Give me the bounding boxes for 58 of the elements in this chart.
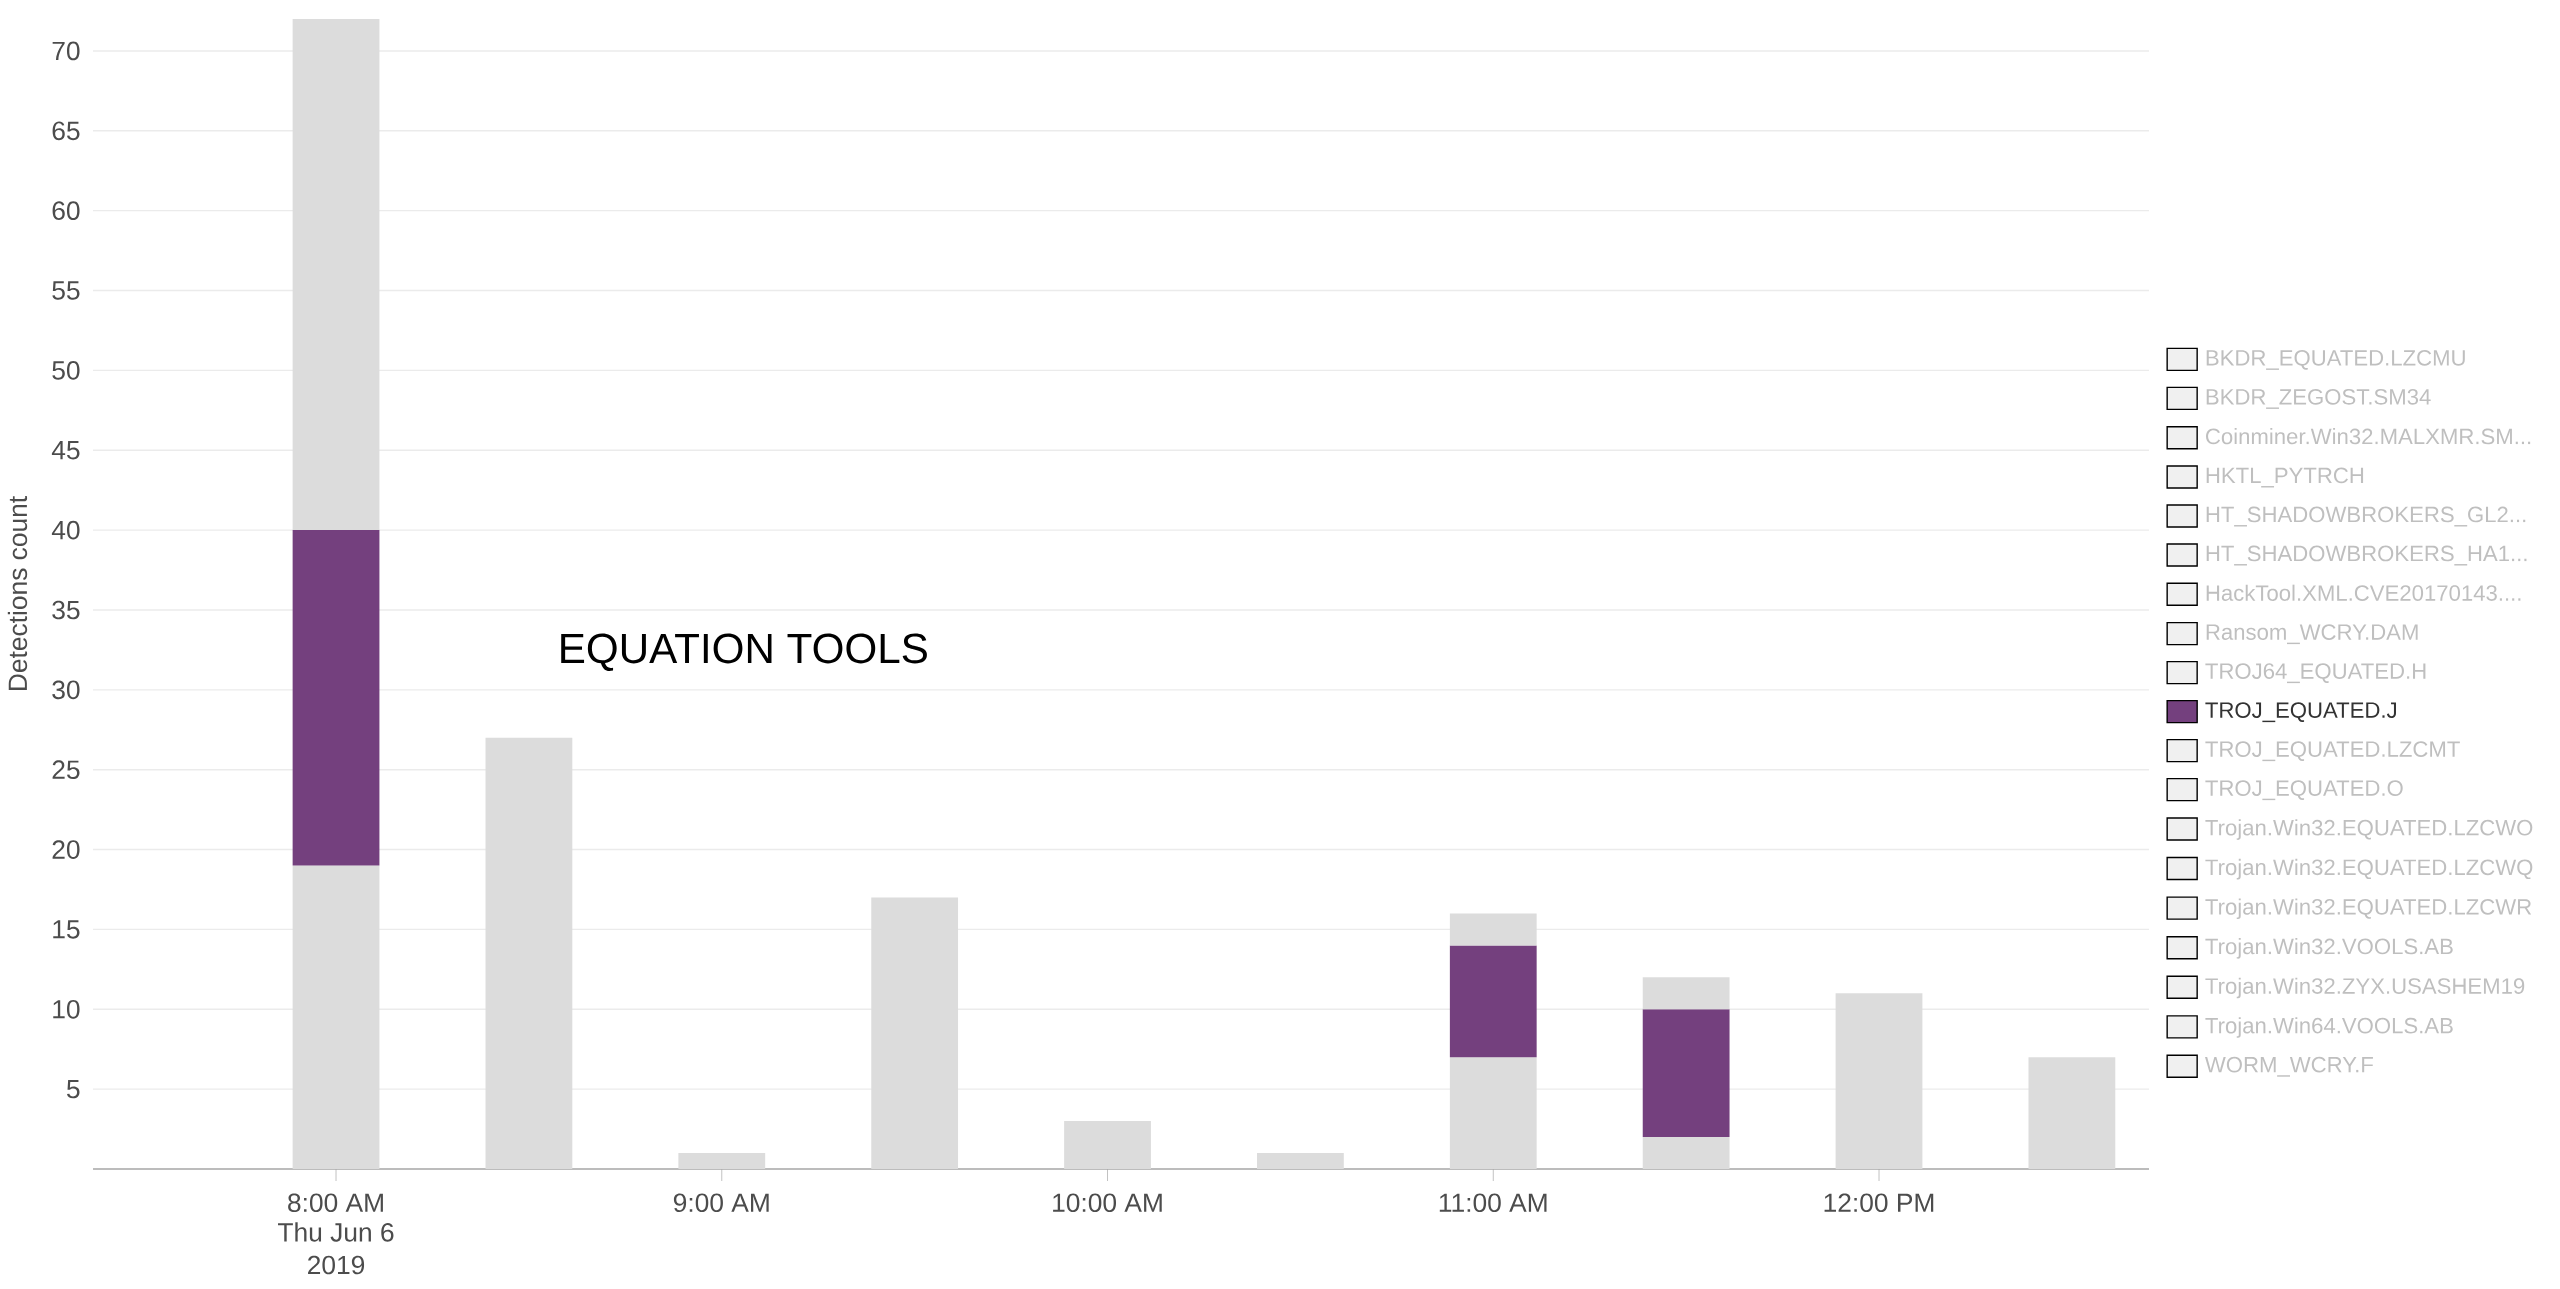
- y-tick-label: 25: [52, 760, 80, 780]
- annotation: EQUATION TOOLS: [561, 633, 927, 671]
- text: Thu Jun 6: [278, 1222, 394, 1242]
- y-tick-label: 55: [52, 281, 80, 300]
- y-tick-label: 10: [53, 999, 80, 1019]
- bar: [678, 1153, 766, 1169]
- legend-label: TROJ_EQUATED.LZCMT: [2205, 741, 2460, 762]
- y-tick-label: 65: [52, 121, 80, 141]
- bar: [2028, 1057, 2116, 1169]
- legend-label: Ransom_WCRY.DAM: [2206, 624, 2418, 645]
- bar: [1449, 913, 1537, 946]
- bar: [1835, 993, 1923, 1169]
- bar: [1064, 1121, 1151, 1169]
- y-axis-title: Detections count: [7, 496, 28, 691]
- legend-label: WORM_WCRY.F: [2205, 1056, 2373, 1077]
- legend-label: Trojan.Win64.VOOLS.AB: [2205, 1017, 2453, 1038]
- bar: [1449, 945, 1537, 1058]
- legend-label: Trojan.Win32.ZYX.USASHEM19: [2205, 977, 2525, 999]
- x-tick-label: 9:00 AM: [673, 1193, 769, 1213]
- legend-label: BKDR_ZEGOST.SM34: [2206, 388, 2431, 409]
- bar: [292, 865, 380, 1169]
- bar: [1449, 1057, 1537, 1169]
- text: 2019: [308, 1255, 365, 1275]
- bar: [1642, 977, 1730, 1010]
- x-tick-label: 8:00 AM: [288, 1193, 383, 1213]
- legend-label: TROJ64_EQUATED.H: [2205, 663, 2426, 684]
- x-tick-label: 11:00 AM: [1439, 1193, 1547, 1213]
- legend-label: Coinminer.Win32.MALXMR.SM...: [2206, 428, 2531, 445]
- y-tick-label: 35: [52, 600, 80, 620]
- bar: [292, 530, 380, 866]
- y-tick-label: 5: [66, 1079, 80, 1099]
- y-tick-label: 60: [52, 201, 80, 221]
- bar: [1642, 1009, 1730, 1138]
- legend-label: Trojan.Win32.EQUATED.LZCWQ: [2205, 858, 2533, 880]
- legend-label: TROJ_EQUATED.J: [2205, 702, 2396, 723]
- legend-label: HT_SHADOWBROKERS_HA1...: [2206, 545, 2527, 566]
- y-tick-label: 20: [52, 840, 80, 859]
- legend-label: Trojan.Win32.VOOLS.AB: [2205, 938, 2453, 959]
- bar: [1257, 1153, 1344, 1169]
- legend-label: HKTL_PYTRCH: [2206, 467, 2364, 488]
- bar: [871, 897, 959, 1169]
- y-tick-label: 40: [51, 520, 80, 540]
- y-tick-label: 45: [51, 441, 80, 460]
- legend-label: Trojan.Win32.EQUATED.LZCWO: [2205, 819, 2533, 840]
- legend-label: Trojan.Win32.EQUATED.LZCWR: [2205, 898, 2532, 920]
- y-tick-label: 15: [53, 920, 80, 939]
- bar: [485, 737, 573, 1169]
- legend-label: BKDR_EQUATED.LZCMU: [2206, 349, 2465, 370]
- y-tick-label: 50: [52, 361, 80, 380]
- bar: [292, 19, 380, 531]
- legend-label: TROJ_EQUATED.O: [2205, 780, 2403, 801]
- bar: [1642, 1137, 1730, 1169]
- legend-label: HT_SHADOWBROKERS_GL2...: [2206, 506, 2526, 527]
- y-tick-label: 70: [52, 41, 80, 61]
- x-tick-label: 12:00 PM: [1824, 1193, 1934, 1213]
- x-tick-label: 10:00 AM: [1053, 1193, 1162, 1213]
- y-tick-label: 30: [52, 680, 80, 700]
- legend-label: HackTool.XML.CVE20170143....: [2206, 584, 2521, 601]
